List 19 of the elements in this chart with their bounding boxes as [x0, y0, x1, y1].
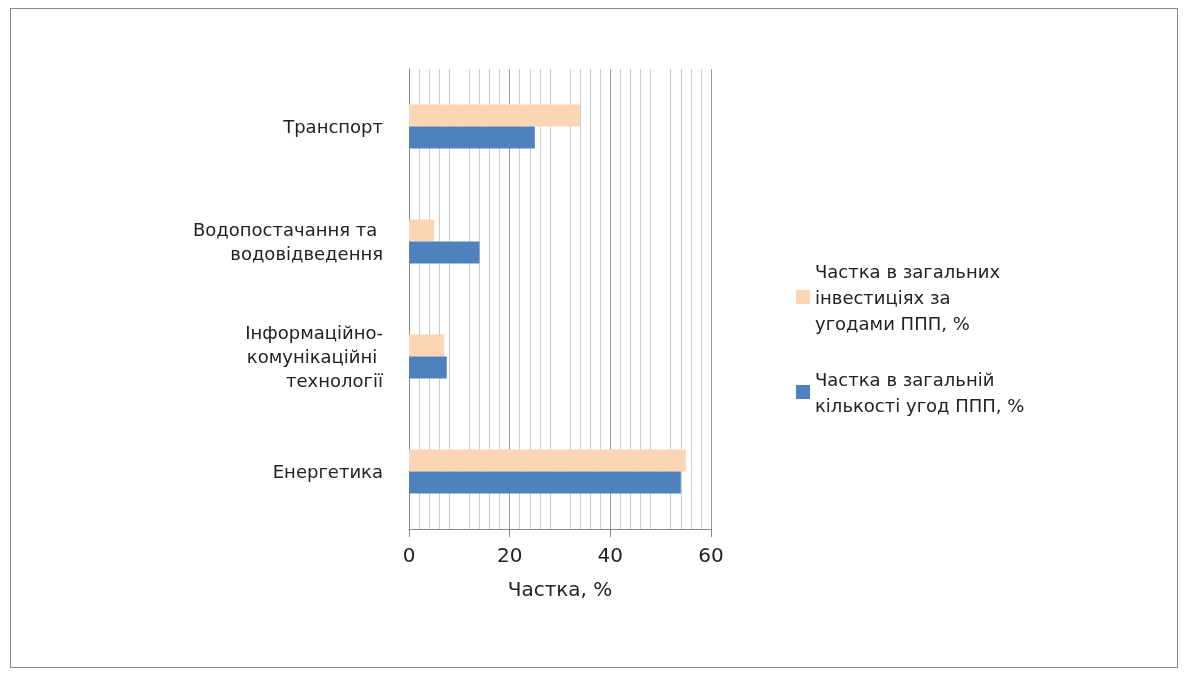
- bar: [409, 126, 535, 149]
- bar: [409, 334, 445, 357]
- y-tick-label: Інформаційно-комунікаційні технології: [245, 322, 384, 391]
- y-tick-label: Водопостачання та водовідведення: [192, 219, 383, 264]
- bar: [409, 241, 480, 264]
- bar: [409, 471, 681, 494]
- bar: [409, 104, 581, 127]
- bar: [409, 356, 447, 379]
- legend-label: Частка в загальній кількості угод ППП, %: [815, 368, 1025, 416]
- bar: [409, 449, 686, 472]
- y-tick-label: Енергетика: [272, 461, 383, 482]
- y-tick-label: Транспорт: [282, 116, 383, 137]
- x-tick-label: 0: [402, 543, 416, 567]
- x-tick-label: 20: [496, 543, 523, 567]
- bar: [409, 219, 435, 242]
- x-tick-label: 40: [597, 543, 624, 567]
- x-tick-label: 60: [698, 543, 724, 567]
- legend-label: Частка в загальних інвестиціях за угодами ППП, %: [815, 260, 1006, 334]
- x-axis-title: Частка, %: [507, 577, 613, 601]
